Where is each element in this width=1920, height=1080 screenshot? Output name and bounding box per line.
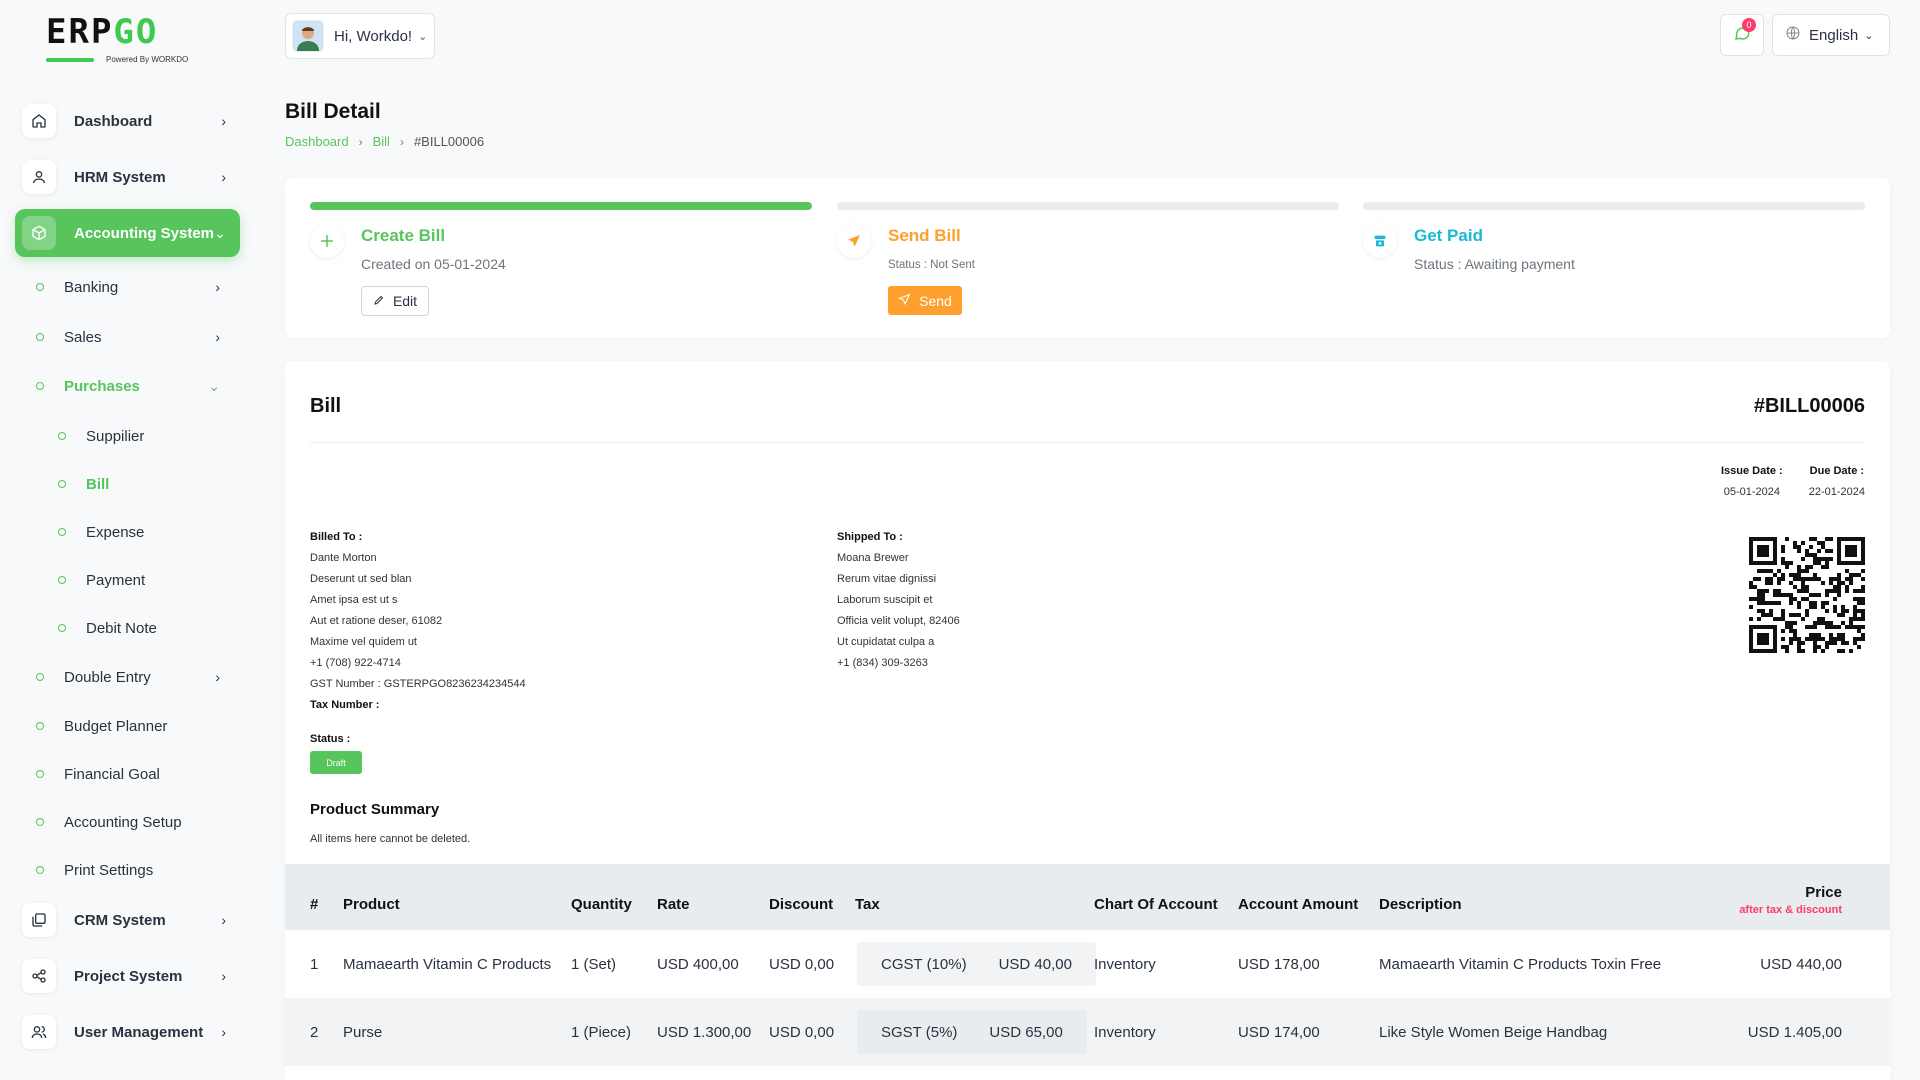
chevron-down-icon: ⌄ (418, 30, 428, 43)
sidebar-item-banking[interactable]: Banking › (36, 272, 236, 302)
pencil-icon (373, 293, 385, 309)
send-icon (898, 293, 911, 309)
edit-button[interactable]: Edit (361, 286, 429, 316)
sidebar-item-debit-note[interactable]: Debit Note (58, 613, 238, 643)
tax-cell: CGST (10%) USD 40,00 (857, 942, 1096, 986)
money-icon (1363, 224, 1397, 258)
notification-badge: 0 (1742, 18, 1756, 32)
chevron-right-icon: › (215, 279, 220, 295)
billed-to: Billed To : Dante Morton Deserunt ut sed… (310, 531, 526, 711)
due-date: 22-01-2024 (1808, 486, 1865, 498)
breadcrumb-current: #BILL00006 (413, 134, 485, 149)
divider (310, 442, 1865, 443)
sidebar-item-dashboard[interactable]: Dashboard › (15, 97, 240, 145)
send-icon (837, 224, 871, 258)
step-subtitle: Status : Not Sent (888, 259, 975, 271)
chevron-right-icon: › (215, 329, 220, 345)
sidebar-item-payment[interactable]: Payment (58, 565, 238, 595)
notification-button[interactable]: 0 (1720, 14, 1764, 56)
sidebar-item-budget-planner[interactable]: Budget Planner (36, 711, 236, 741)
table-row: 1 Mamaearth Vitamin C Products 1 (Set) U… (285, 930, 1890, 998)
step-get-paid: Get Paid Status : Awaiting payment (1363, 202, 1865, 272)
bill-number: #BILL00006 (1753, 395, 1865, 417)
user-menu-button[interactable]: Hi, Workdo! ⌄ (285, 13, 435, 59)
send-button[interactable]: Send (888, 286, 962, 315)
sidebar-item-user-management[interactable]: User Management › (15, 1008, 240, 1056)
users-icon (22, 1015, 56, 1049)
sidebar-item-hrm[interactable]: HRM System › (15, 153, 240, 201)
step-subtitle: Status : Awaiting payment (1414, 256, 1575, 272)
issue-date: 05-01-2024 (1723, 486, 1780, 498)
table-header: # Product Quantity Rate Discount Tax Cha… (285, 864, 1890, 930)
step-title: Get Paid (1414, 226, 1483, 245)
sidebar-item-project[interactable]: Project System › (15, 952, 240, 1000)
chevron-right-icon: › (215, 669, 220, 685)
sidebar-item-double-entry[interactable]: Double Entry › (36, 662, 236, 692)
chevron-right-icon: › (358, 134, 363, 149)
chevron-right-icon: › (221, 968, 226, 984)
shipped-to: Shipped To : Moana Brewer Rerum vitae di… (837, 531, 960, 669)
price-note: after tax & discount (1739, 904, 1842, 916)
step-send-bill: Send Bill Status : Not Sent Send (837, 202, 1339, 315)
sidebar-item-purchases[interactable]: Purchases ⌄ (36, 371, 236, 401)
tax-cell: SGST (5%) USD 65,00 (857, 1010, 1087, 1054)
chevron-right-icon: › (221, 113, 226, 129)
page-title: Bill Detail (285, 100, 381, 123)
sidebar-item-financial-goal[interactable]: Financial Goal (36, 759, 236, 789)
step-create-bill: Create Bill Created on 05-01-2024 Edit (310, 202, 812, 316)
sidebar-item-print-settings[interactable]: Print Settings (36, 855, 236, 885)
share-icon (22, 959, 56, 993)
layers-icon (22, 903, 56, 937)
sidebar-item-accounting-setup[interactable]: Accounting Setup (36, 807, 236, 837)
product-summary-note: All items here cannot be deleted. (310, 833, 471, 845)
breadcrumb-dashboard[interactable]: Dashboard (285, 134, 349, 149)
user-greeting: Hi, Workdo! (334, 27, 413, 45)
progress-bar (837, 202, 1339, 210)
chevron-down-icon: ⌄ (1864, 29, 1874, 42)
breadcrumb-bill[interactable]: Bill (372, 134, 390, 149)
breadcrumb: Dashboard › Bill › #BILL00006 (285, 134, 484, 149)
progress-bar (1363, 202, 1865, 210)
table-row: 2 Purse 1 (Piece) USD 1.300,00 USD 0,00 … (285, 998, 1890, 1066)
qr-code (1749, 537, 1865, 653)
bill-heading: Bill (310, 395, 342, 417)
language-selector[interactable]: English ⌄ (1772, 14, 1890, 56)
chevron-down-icon: ⌄ (208, 377, 220, 394)
chevron-right-icon: › (221, 1024, 226, 1040)
sidebar-item-expense[interactable]: Expense (58, 517, 238, 547)
status-badge: Draft (310, 751, 362, 774)
bill-dates: Issue Date : 05-01-2024 Due Date : 22-01… (1720, 465, 1865, 498)
chevron-right-icon: › (221, 912, 226, 928)
step-subtitle: Created on 05-01-2024 (361, 256, 506, 272)
product-summary-title: Product Summary (310, 801, 440, 818)
bill-card: Bill #BILL00006 Issue Date : 05-01-2024 … (285, 361, 1890, 1080)
sidebar-item-supplier[interactable]: Suppilier (58, 421, 238, 451)
chevron-down-icon: ⌄ (214, 224, 226, 241)
chevron-right-icon: › (221, 169, 226, 185)
globe-icon (1785, 25, 1801, 45)
step-title: Send Bill (888, 226, 961, 245)
user-icon (22, 160, 56, 194)
chevron-right-icon: › (399, 134, 404, 149)
bill-progress-card: Create Bill Created on 05-01-2024 Edit S… (285, 178, 1890, 338)
progress-bar (310, 202, 812, 210)
status-label: Status : (310, 733, 351, 745)
avatar (292, 20, 324, 52)
step-title: Create Bill (361, 226, 446, 245)
sidebar-item-crm[interactable]: CRM System › (15, 896, 240, 944)
sidebar-item-accounting[interactable]: Accounting System ⌄ (15, 209, 240, 257)
home-icon (22, 104, 56, 138)
sidebar: ERPGO Powered By WORKDO Dashboard › HRM … (0, 0, 255, 1080)
sidebar-item-sales[interactable]: Sales › (36, 322, 236, 352)
box-icon (22, 216, 56, 250)
sidebar-item-bill[interactable]: Bill (58, 469, 238, 499)
erpgo-logo[interactable]: ERPGO Powered By WORKDO (46, 12, 189, 64)
plus-icon (310, 224, 344, 258)
